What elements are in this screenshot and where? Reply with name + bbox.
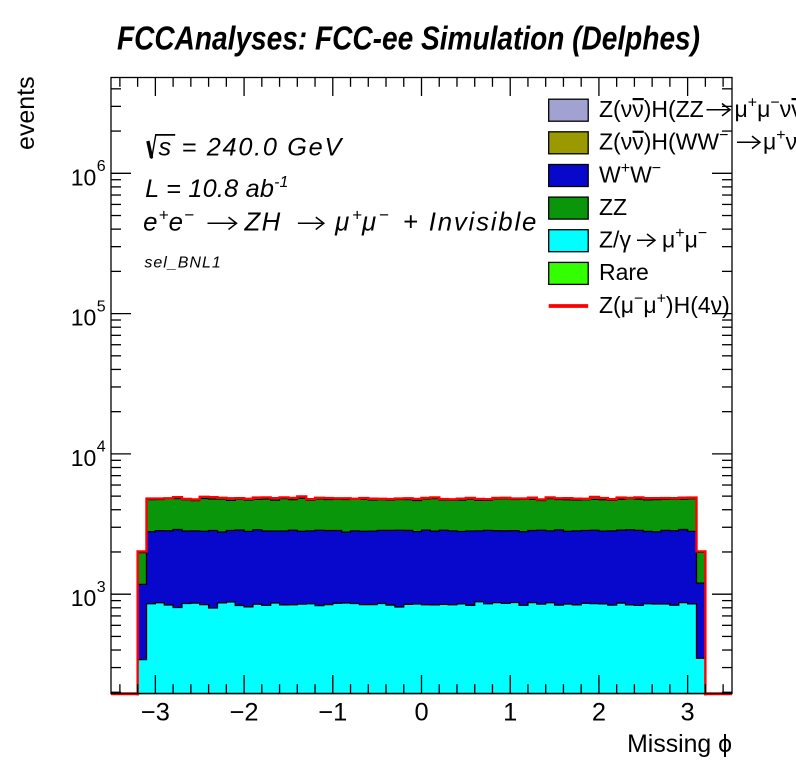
svg-text:3: 3: [681, 699, 695, 727]
svg-text:3: 3: [97, 579, 106, 596]
svg-text:1: 1: [503, 699, 517, 727]
svg-text:6: 6: [97, 158, 106, 175]
svg-text:Z(νν)H(ZZ: Z(νν)H(ZZ: [599, 96, 704, 122]
svg-text:Rare: Rare: [599, 259, 649, 285]
svg-text:10: 10: [71, 305, 97, 331]
svg-text:s = 240.0 GeV: s = 240.0 GeV: [159, 134, 344, 162]
svg-text:μ+​μ−​: μ+​μ−​: [334, 206, 389, 237]
svg-text:−1: −1: [318, 699, 347, 727]
svg-text:Z(νν)H(WW−​: Z(νν)H(WW−​: [599, 127, 728, 155]
svg-text:10: 10: [71, 164, 97, 190]
svg-text:ZH: ZH: [244, 209, 282, 237]
svg-text:−2: −2: [230, 699, 259, 727]
svg-text:Missing ϕ: Missing ϕ: [627, 731, 732, 758]
svg-text:sel_BNL1: sel_BNL1: [144, 254, 221, 271]
svg-text:L = 10.8 ab-1​: L = 10.8 ab-1​: [145, 174, 288, 203]
svg-text:FCCAnalyses: FCC-ee Simulation: FCCAnalyses: FCC-ee Simulation (Delphes): [117, 19, 700, 56]
svg-text:+ Invisible: + Invisible: [403, 209, 538, 237]
svg-text:W+​W−​: W+​W−​: [599, 160, 661, 188]
svg-text:events: events: [12, 76, 40, 150]
svg-text:4: 4: [97, 439, 106, 456]
svg-text:0: 0: [414, 699, 428, 727]
svg-text:ZZ: ZZ: [599, 194, 627, 220]
svg-text:−3: −3: [141, 699, 170, 727]
svg-text:2: 2: [592, 699, 606, 727]
svg-text:μ+​μ−​νν): μ+​μ−​νν): [735, 95, 796, 123]
svg-text:5: 5: [97, 298, 106, 315]
svg-text:10: 10: [71, 445, 97, 471]
svg-text:10: 10: [71, 585, 97, 611]
svg-text:Z/γ: Z/γ: [599, 227, 631, 253]
